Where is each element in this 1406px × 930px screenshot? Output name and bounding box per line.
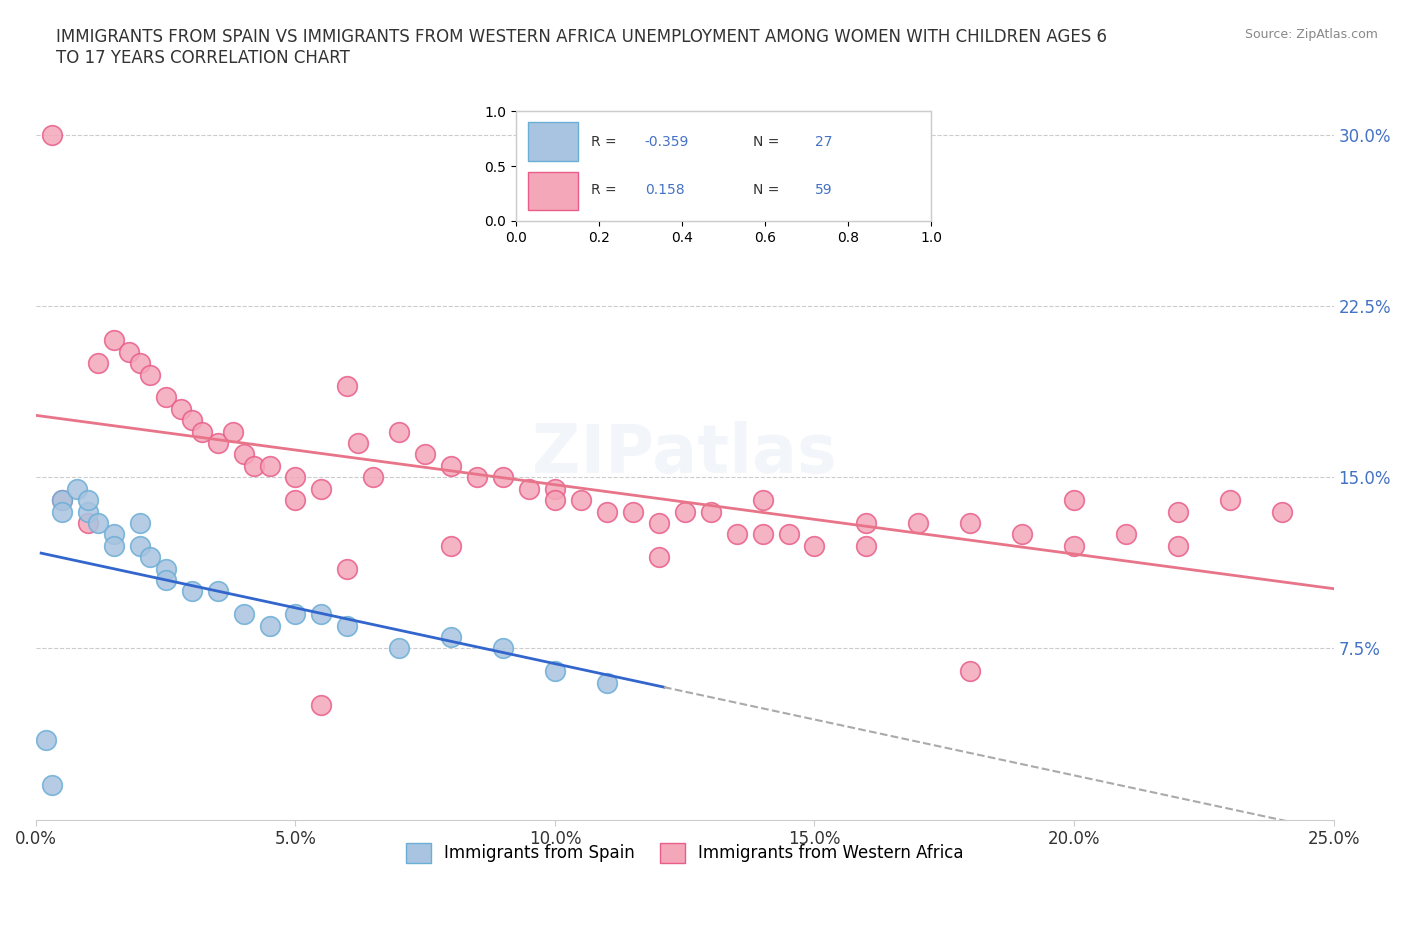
Immigrants from Western Africa <box>1167 504 1189 519</box>
Immigrants from Western Africa <box>440 538 463 553</box>
Immigrants from Western Africa <box>284 493 307 508</box>
Immigrants from Spain <box>128 538 150 553</box>
Immigrants from Spain <box>492 641 515 656</box>
Immigrants from Western Africa <box>544 481 567 496</box>
Immigrants from Western Africa <box>41 127 63 142</box>
Text: Source: ZipAtlas.com: Source: ZipAtlas.com <box>1244 28 1378 41</box>
Immigrants from Western Africa <box>959 664 981 679</box>
Immigrants from Spain <box>76 504 98 519</box>
Immigrants from Western Africa <box>76 515 98 530</box>
Immigrants from Western Africa <box>648 550 671 565</box>
Immigrants from Western Africa <box>413 447 436 462</box>
Immigrants from Western Africa <box>465 470 488 485</box>
Immigrants from Western Africa <box>207 435 229 450</box>
Immigrants from Western Africa <box>170 402 193 417</box>
Immigrants from Spain <box>440 630 463 644</box>
Immigrants from Spain <box>336 618 359 633</box>
Immigrants from Western Africa <box>803 538 825 553</box>
Immigrants from Spain <box>66 481 89 496</box>
Immigrants from Western Africa <box>855 538 877 553</box>
Immigrants from Western Africa <box>725 527 748 542</box>
Immigrants from Western Africa <box>648 515 671 530</box>
Immigrants from Western Africa <box>1063 538 1085 553</box>
Immigrants from Spain <box>596 675 619 690</box>
Immigrants from Spain <box>103 538 125 553</box>
Immigrants from Western Africa <box>907 515 929 530</box>
Immigrants from Spain <box>155 561 177 576</box>
Legend: Immigrants from Spain, Immigrants from Western Africa: Immigrants from Spain, Immigrants from W… <box>399 836 970 870</box>
Immigrants from Spain <box>103 527 125 542</box>
Immigrants from Western Africa <box>118 344 141 359</box>
Immigrants from Spain <box>284 606 307 621</box>
Immigrants from Western Africa <box>51 493 73 508</box>
Immigrants from Western Africa <box>673 504 696 519</box>
Text: ZIPatlas: ZIPatlas <box>533 421 837 487</box>
Immigrants from Western Africa <box>751 527 773 542</box>
Immigrants from Spain <box>128 515 150 530</box>
Immigrants from Spain <box>139 550 162 565</box>
Immigrants from Western Africa <box>959 515 981 530</box>
Immigrants from Western Africa <box>222 424 245 439</box>
Immigrants from Western Africa <box>699 504 721 519</box>
Immigrants from Western Africa <box>440 458 463 473</box>
Immigrants from Western Africa <box>1063 493 1085 508</box>
Immigrants from Western Africa <box>336 561 359 576</box>
Immigrants from Spain <box>51 493 73 508</box>
Immigrants from Spain <box>207 584 229 599</box>
Immigrants from Western Africa <box>1167 538 1189 553</box>
Immigrants from Western Africa <box>544 493 567 508</box>
Immigrants from Western Africa <box>388 424 411 439</box>
Immigrants from Spain <box>35 732 58 747</box>
Immigrants from Western Africa <box>311 481 333 496</box>
Immigrants from Western Africa <box>621 504 644 519</box>
Immigrants from Spain <box>51 504 73 519</box>
Immigrants from Western Africa <box>517 481 540 496</box>
Immigrants from Western Africa <box>128 356 150 371</box>
Immigrants from Spain <box>388 641 411 656</box>
Immigrants from Spain <box>544 664 567 679</box>
Immigrants from Western Africa <box>1011 527 1033 542</box>
Immigrants from Western Africa <box>596 504 619 519</box>
Immigrants from Western Africa <box>346 435 368 450</box>
Immigrants from Western Africa <box>855 515 877 530</box>
Immigrants from Western Africa <box>139 367 162 382</box>
Immigrants from Western Africa <box>1271 504 1294 519</box>
Immigrants from Western Africa <box>180 413 202 428</box>
Immigrants from Western Africa <box>191 424 214 439</box>
Immigrants from Western Africa <box>569 493 592 508</box>
Immigrants from Western Africa <box>778 527 800 542</box>
Immigrants from Spain <box>155 573 177 588</box>
Immigrants from Spain <box>76 493 98 508</box>
Immigrants from Western Africa <box>259 458 281 473</box>
Immigrants from Western Africa <box>1219 493 1241 508</box>
Immigrants from Western Africa <box>1115 527 1137 542</box>
Immigrants from Spain <box>311 606 333 621</box>
Immigrants from Spain <box>180 584 202 599</box>
Immigrants from Western Africa <box>155 390 177 405</box>
Immigrants from Western Africa <box>87 356 110 371</box>
Immigrants from Western Africa <box>243 458 266 473</box>
Immigrants from Western Africa <box>232 447 254 462</box>
Immigrants from Spain <box>259 618 281 633</box>
Immigrants from Western Africa <box>363 470 385 485</box>
Immigrants from Western Africa <box>751 493 773 508</box>
Immigrants from Spain <box>87 515 110 530</box>
Text: IMMIGRANTS FROM SPAIN VS IMMIGRANTS FROM WESTERN AFRICA UNEMPLOYMENT AMONG WOMEN: IMMIGRANTS FROM SPAIN VS IMMIGRANTS FROM… <box>56 28 1108 67</box>
Immigrants from Spain <box>41 777 63 792</box>
Immigrants from Spain <box>232 606 254 621</box>
Immigrants from Western Africa <box>103 333 125 348</box>
Immigrants from Western Africa <box>284 470 307 485</box>
Immigrants from Western Africa <box>336 379 359 393</box>
Immigrants from Western Africa <box>311 698 333 713</box>
Immigrants from Western Africa <box>492 470 515 485</box>
